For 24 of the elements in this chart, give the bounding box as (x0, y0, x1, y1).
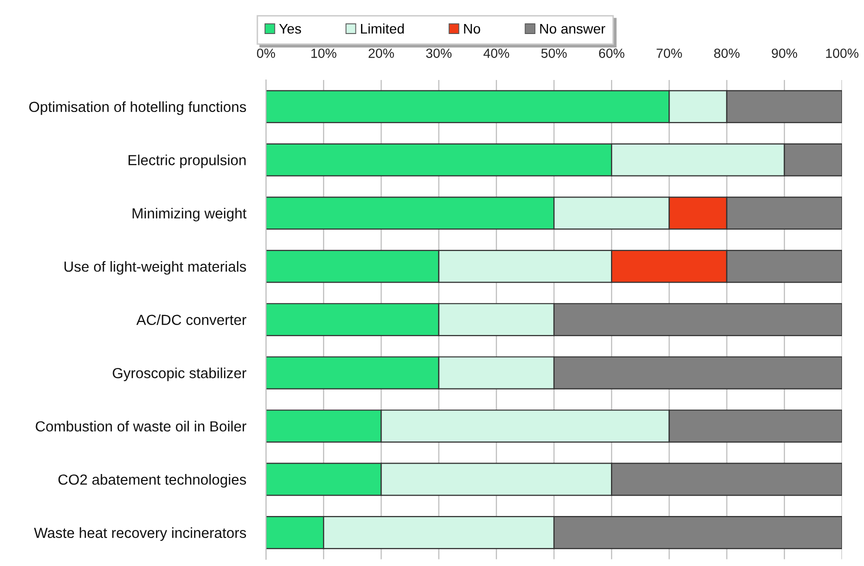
x-tick-label: 70% (656, 48, 682, 58)
y-tick-label: Waste heat recovery incinerators (34, 527, 246, 541)
y-tick-label: Gyroscopic stabilizer (112, 368, 246, 382)
x-tick-label: 30% (426, 48, 452, 58)
x-tick-label: 50% (541, 48, 567, 58)
x-tick-label: 90% (772, 48, 798, 58)
y-tick-label: Minimizing weight (132, 208, 246, 222)
x-tick-label: 20% (368, 48, 394, 58)
legend-label: No (464, 24, 480, 34)
x-tick-label: 60% (599, 48, 624, 58)
legend-label: Limited (361, 23, 404, 34)
x-tick-label: 80% (714, 48, 740, 58)
y-tick-label: Combustion of waste oil in Boiler (36, 420, 246, 432)
y-tick-label: CO2 abatement technologies (58, 474, 246, 488)
x-tick-label: 0% (256, 48, 276, 58)
x-tick-label: 10% (311, 48, 336, 58)
y-tick-label: AC/DC converter (136, 314, 246, 326)
x-tick-label: 100% (826, 48, 858, 58)
y-tick-label: Optimisation of hotelling functions (29, 101, 246, 115)
legend-label: No answer (540, 24, 606, 34)
legend-label: Yes (279, 24, 302, 34)
x-tick-label: 40% (484, 48, 510, 58)
y-tick-label: Use of light-weight materials (64, 261, 246, 275)
y-tick-label: Electric propulsion (128, 154, 246, 168)
